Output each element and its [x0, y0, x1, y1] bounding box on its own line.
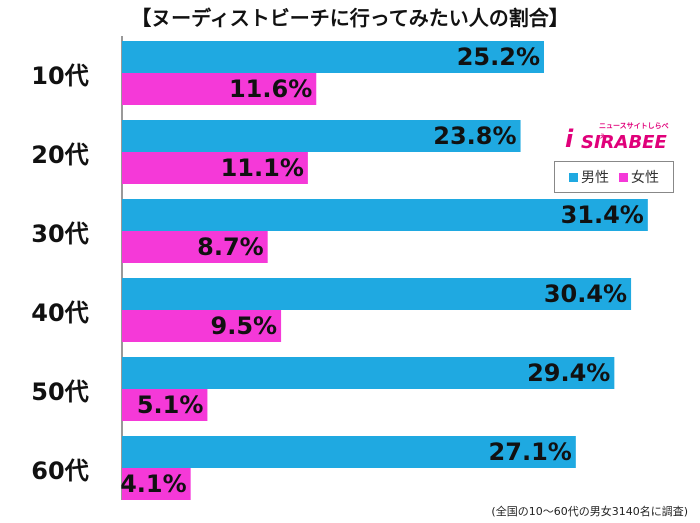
- category-label: 40代: [31, 299, 88, 327]
- category-label: 20代: [31, 141, 88, 169]
- legend-swatch-male: [569, 172, 578, 182]
- logo-subtitle: ニュースサイトしらべぇ: [599, 122, 669, 140]
- bar-male: [122, 278, 632, 310]
- value-label-female: 8.7%: [197, 233, 264, 261]
- bar-female: [122, 231, 268, 263]
- category-label: 60代: [31, 457, 88, 485]
- value-label-female: 5.1%: [137, 391, 204, 419]
- bar-female: [122, 73, 317, 105]
- bar-male: [122, 436, 576, 468]
- chart-title: 【ヌーディストビーチに行ってみたい人の割合】: [131, 6, 569, 30]
- legend-item-female: 女性: [619, 167, 659, 187]
- legend-item-male: 男性: [569, 167, 609, 187]
- bar-female: [122, 310, 282, 342]
- value-label-male: 27.1%: [489, 438, 572, 466]
- category-label: 10代: [31, 62, 88, 90]
- legend-label-male: 男性: [581, 170, 609, 186]
- sirabee-logo: i ニュースサイトしらべぇ SIRABEE: [563, 117, 669, 153]
- value-label-male: 31.4%: [561, 201, 644, 229]
- value-label-male: 29.4%: [527, 359, 610, 387]
- legend: 男性 女性: [554, 161, 674, 193]
- bar-male: [122, 41, 545, 73]
- bar-male: [122, 120, 521, 152]
- value-label-male: 23.8%: [433, 122, 516, 150]
- category-label: 50代: [31, 378, 88, 406]
- value-label-female: 4.1%: [120, 470, 187, 498]
- value-label-female: 11.1%: [221, 154, 304, 182]
- bar-female: [122, 152, 308, 184]
- bar-female: [122, 468, 191, 500]
- logo-i-glyph: i: [565, 125, 574, 153]
- value-label-female: 11.6%: [229, 75, 312, 103]
- value-label-female: 9.5%: [211, 312, 278, 340]
- category-label: 30代: [31, 220, 88, 248]
- logo-mark: i ニュースサイトしらべぇ SIRABEE: [563, 119, 669, 153]
- bar-male: [122, 199, 648, 231]
- legend-label-female: 女性: [631, 170, 659, 186]
- bar-male: [122, 357, 615, 389]
- logo-text: SIRABEE: [581, 132, 667, 153]
- legend-swatch-female: [619, 172, 628, 182]
- bar-female: [122, 389, 208, 421]
- value-label-male: 25.2%: [457, 43, 540, 71]
- footnote: (全国の10〜60代の男女3140名に調査): [491, 505, 688, 518]
- value-label-male: 30.4%: [544, 280, 627, 308]
